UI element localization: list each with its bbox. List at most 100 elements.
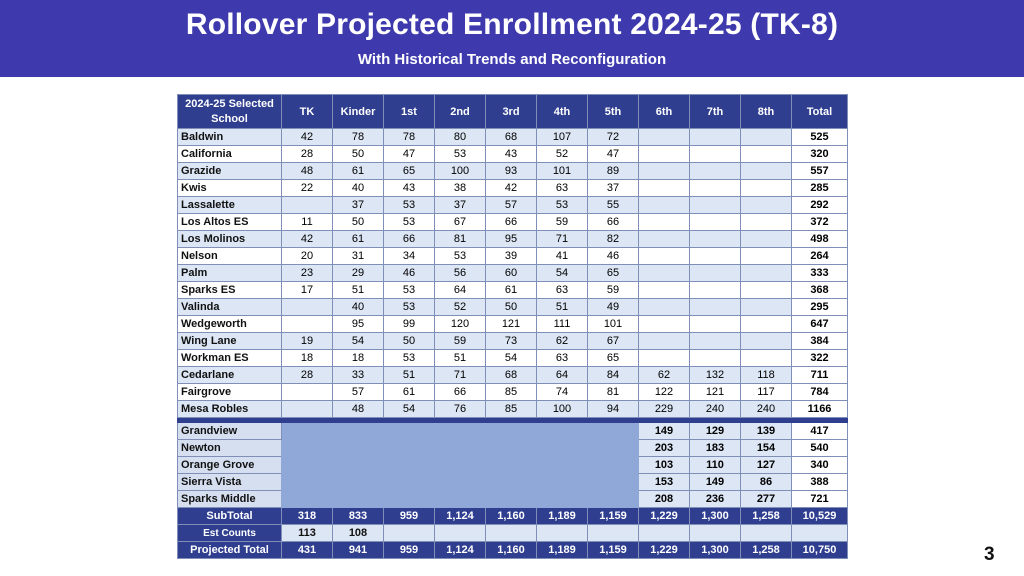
table-cell: 86 [740,473,792,491]
table-cell: 47 [383,145,435,163]
table-cell: 81 [587,383,639,401]
table-cell: 41 [536,247,588,265]
table-cell: 18 [281,349,333,367]
est-counts-cell [383,524,435,542]
table-cell [740,162,792,180]
projected-total-cell: 1,124 [434,541,486,559]
subtotal-cell: 1,124 [434,507,486,525]
table-cell: 71 [434,366,486,384]
column-header: 1st [383,94,435,129]
table-cell: 73 [485,332,537,350]
school-name: Sparks Middle [177,490,282,508]
table-cell [689,196,741,214]
table-cell: 66 [485,213,537,231]
column-header: 7th [689,94,741,129]
table-cell [689,247,741,265]
table-row: Wing Lane 19 54 50 59 73 62 67 384 [177,332,848,350]
table-row: Newton 203 183 154 540 [177,439,848,457]
table-cell [689,298,741,316]
row-total: 292 [791,196,848,214]
slide-header: Rollover Projected Enrollment 2024-25 (T… [0,0,1024,77]
school-name: Cedarlane [177,366,282,384]
school-name: Kwis [177,179,282,197]
school-name: Workman ES [177,349,282,367]
row-total: 784 [791,383,848,401]
table-row: Sierra Vista 153 149 86 388 [177,473,848,491]
table-cell [638,264,690,282]
row-total: 498 [791,230,848,248]
row-total: 1166 [791,400,848,418]
table-cell [281,383,333,401]
table-cell: 154 [740,439,792,457]
table-cell: 51 [434,349,486,367]
est-counts-label: Est Counts [177,524,282,542]
column-header: 5th [587,94,639,129]
school-name: Sierra Vista [177,473,282,491]
est-counts-cell [689,524,741,542]
table-cell: 110 [689,456,741,474]
table-cell: 42 [281,230,333,248]
table-cell: 132 [689,366,741,384]
est-counts-cell [485,524,537,542]
table-row: Cedarlane 28 33 51 71 68 64 84 62 132 118 711 [177,366,848,384]
table-cell: 29 [332,264,384,282]
row-total: 320 [791,145,848,163]
column-header: Total [791,94,848,129]
table-cell: 20 [281,247,333,265]
table-cell: 53 [383,213,435,231]
table-cell: 40 [332,179,384,197]
school-name: Lassalette [177,196,282,214]
table-cell: 99 [383,315,435,333]
table-cell: 59 [587,281,639,299]
table-cell: 61 [332,162,384,180]
table-cell: 54 [383,400,435,418]
table-cell: 121 [689,383,741,401]
table-cell: 149 [689,473,741,491]
table-cell: 208 [638,490,690,508]
table-cell [689,230,741,248]
table-cell: 48 [281,162,333,180]
est-counts-cell: 108 [332,524,384,542]
school-name: Palm [177,264,282,282]
table-cell: 37 [332,196,384,214]
column-header: TK [281,94,333,129]
table-row: California 28 50 47 53 43 52 47 320 [177,145,848,163]
table-cell: 51 [536,298,588,316]
table-cell: 118 [740,366,792,384]
subtotal-cell: 1,300 [689,507,741,525]
table-cell: 236 [689,490,741,508]
table-cell: 47 [587,145,639,163]
school-name: Fairgrove [177,383,282,401]
table-cell [638,349,690,367]
table-cell [740,247,792,265]
table-cell: 66 [434,383,486,401]
table-cell: 103 [638,456,690,474]
table-cell: 94 [587,400,639,418]
table-cell: 48 [332,400,384,418]
table-cell: 43 [485,145,537,163]
table-cell [638,281,690,299]
table-cell: 67 [434,213,486,231]
row-total: 417 [791,422,848,440]
table-cell: 38 [434,179,486,197]
table-cell: 66 [587,213,639,231]
table-cell: 78 [332,128,384,146]
row-total: 340 [791,456,848,474]
subtotal-cell: 1,229 [638,507,690,525]
table-cell: 68 [485,128,537,146]
table-cell: 34 [383,247,435,265]
table-cell: 52 [536,145,588,163]
table-cell: 50 [383,332,435,350]
table-cell: 40 [332,298,384,316]
subtotal-cell: 1,258 [740,507,792,525]
table-cell: 229 [638,400,690,418]
table-cell [689,281,741,299]
est-counts-cell [434,524,486,542]
subtotal-cell: 1,160 [485,507,537,525]
table-cell [281,400,333,418]
table-cell [638,213,690,231]
table-cell: 60 [485,264,537,282]
table-cell: 82 [587,230,639,248]
table-cell: 65 [383,162,435,180]
table-cell: 101 [536,162,588,180]
